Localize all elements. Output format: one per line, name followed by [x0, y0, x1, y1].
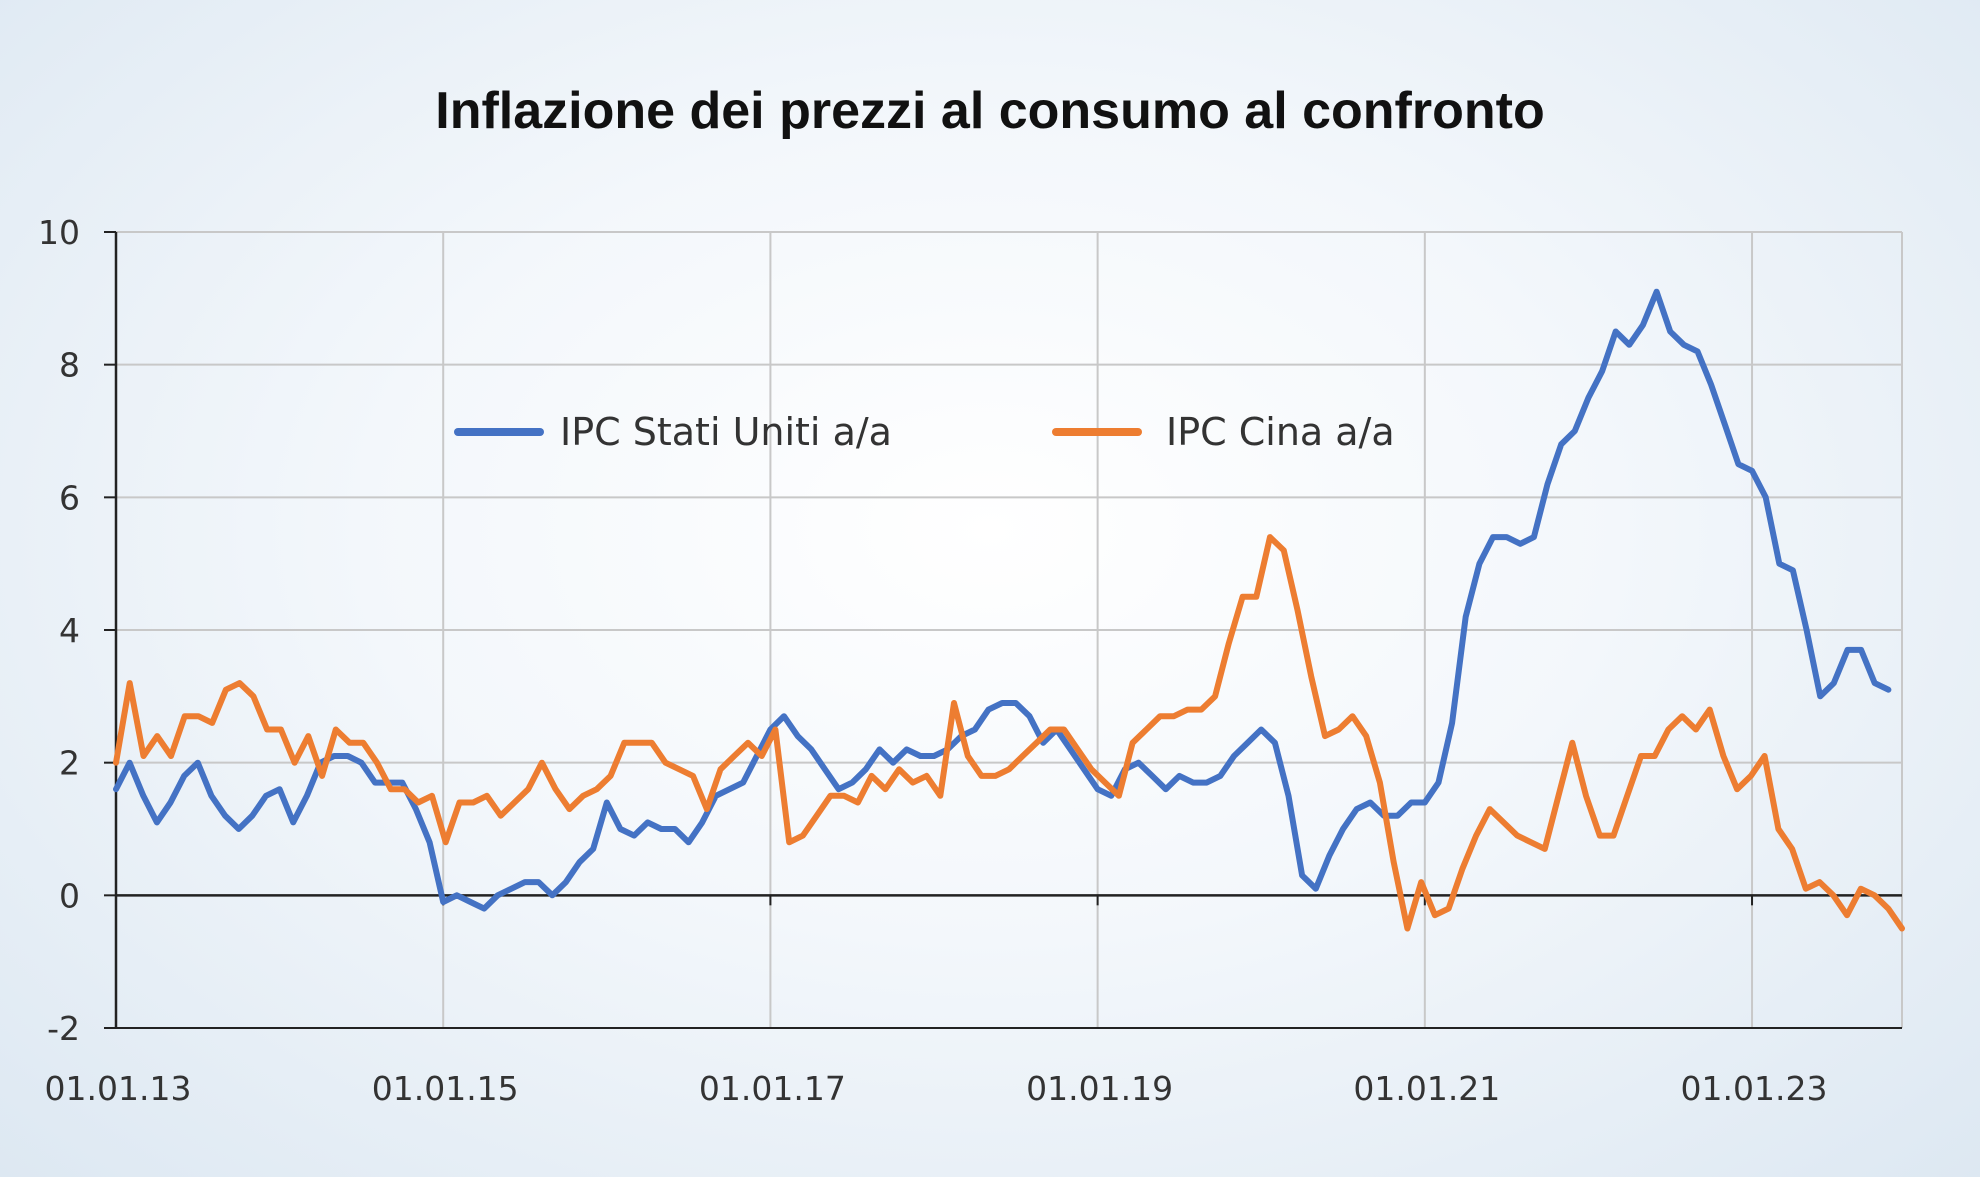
legend: IPC Stati Uniti a/a IPC Cina a/a	[454, 410, 1395, 454]
y-tick-label: 2	[59, 744, 80, 783]
x-tick-label: 01.01.17	[699, 1069, 846, 1108]
x-tick-label: 01.01.13	[45, 1069, 192, 1108]
y-tick-labels: -2 0 2 4 6 8 10	[38, 213, 80, 1048]
grid-lines	[116, 231, 1903, 1029]
series-lines	[113, 288, 1905, 932]
chart-title: Inflazione dei prezzi al consumo al conf…	[435, 82, 1544, 140]
x-tick-label: 01.01.21	[1353, 1069, 1500, 1108]
y-tick-label: 6	[59, 478, 80, 517]
y-tick-label: 10	[38, 213, 80, 252]
axes	[104, 231, 1902, 1029]
x-tick-label: 01.01.15	[372, 1069, 519, 1108]
legend-label-1: IPC Cina a/a	[1166, 410, 1395, 454]
x-tick-labels: 01.01.13 01.01.15 01.01.17 01.01.19 01.01.21…	[45, 1069, 1828, 1108]
y-tick-label: 8	[59, 346, 80, 385]
series-line-0	[113, 288, 1892, 912]
y-tick-label: 4	[59, 611, 80, 650]
x-tick-label: 01.01.23	[1681, 1069, 1828, 1108]
legend-label-0: IPC Stati Uniti a/a	[560, 410, 892, 454]
x-tick-label: 01.01.19	[1026, 1069, 1173, 1108]
series-line-1	[113, 534, 1905, 932]
y-tick-label: 0	[59, 876, 80, 915]
y-tick-label: -2	[47, 1009, 80, 1048]
